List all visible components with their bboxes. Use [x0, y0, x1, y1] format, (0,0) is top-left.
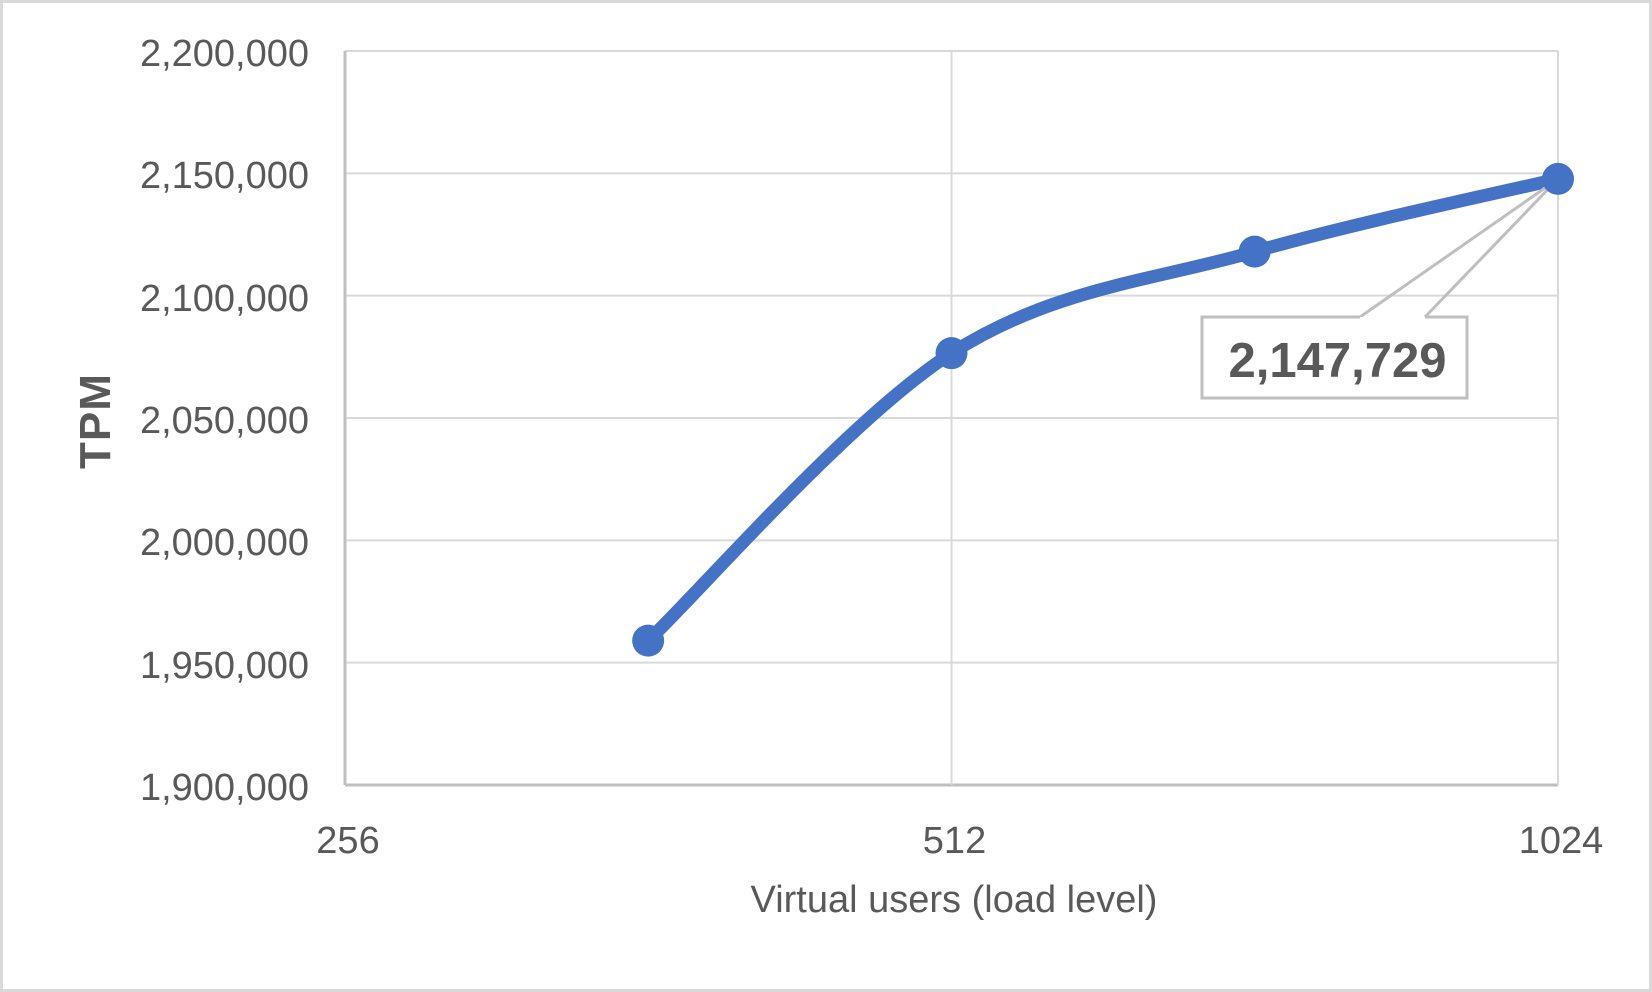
x-axis-tick-label: 512: [922, 820, 987, 862]
y-axis-tick-label: 2,000,000: [139, 522, 309, 565]
data-point-marker: [1238, 235, 1271, 268]
data-point-marker: [1542, 162, 1574, 195]
x-axis-tick-label: 256: [316, 820, 380, 862]
y-axis-tick-label: 2,100,000: [139, 277, 309, 320]
y-axis-tick-label: 2,150,000: [139, 155, 309, 198]
data-label-leader-lines: [1359, 177, 1560, 319]
line-chart-plot: [343, 50, 1574, 787]
data-label-box: [1200, 315, 1469, 400]
y-axis-tick-label: 2,050,000: [139, 400, 309, 442]
y-axis-tick-label: 1,950,000: [139, 644, 309, 687]
tpm-line-series: [641, 172, 1565, 648]
data-point-marker: [935, 337, 968, 370]
x-axis-tick-label: 1024: [1518, 820, 1604, 862]
data-point-marker: [632, 624, 665, 657]
x-axis-title: Virtual users (load level): [750, 879, 1158, 921]
y-axis-tick-label: 1,900,000: [139, 767, 309, 809]
data-label-value: 2,147,729: [1228, 333, 1447, 388]
data-label-callout: 2,147,729: [1205, 320, 1470, 401]
y-axis-tick-label: 2,200,000: [139, 33, 309, 75]
